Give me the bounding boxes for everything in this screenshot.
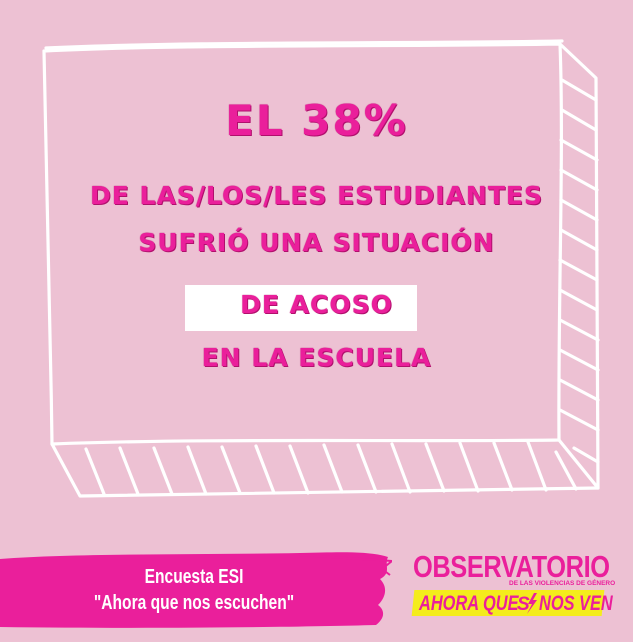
logo-tagline-left: AHORA QUE [419,592,519,615]
headline-students: DE LAS/LOS/LES ESTUDIANTES [90,181,543,210]
headline-suffered: SUFRIÓ UNA SITUACIÓN [138,228,495,257]
logo-subtitle: DE LAS VIOLENCIAS DE GÉNERO [509,580,616,587]
logo-tagline-right: NOS VEN [539,592,613,615]
survey-name: "Ahora que nos escuchen" [93,592,295,614]
survey-title: Encuesta ESI [144,566,244,588]
highlight-box [185,285,417,331]
headline-harassment: DE ACOSO [240,290,393,319]
headline-at-school: EN LA ESCUELA [201,343,432,372]
logo-title: OBSERVATORIO [413,549,610,584]
lightning-bolt-icon: SÍ S [517,593,537,615]
svg-text:S: S [517,594,530,615]
brush-stroke-banner [0,552,392,628]
headline-percentage: EL 38% [225,96,408,145]
observatorio-logo: OBSERVATORIO DE LAS VIOLENCIAS DE GÉNERO… [411,549,615,629]
